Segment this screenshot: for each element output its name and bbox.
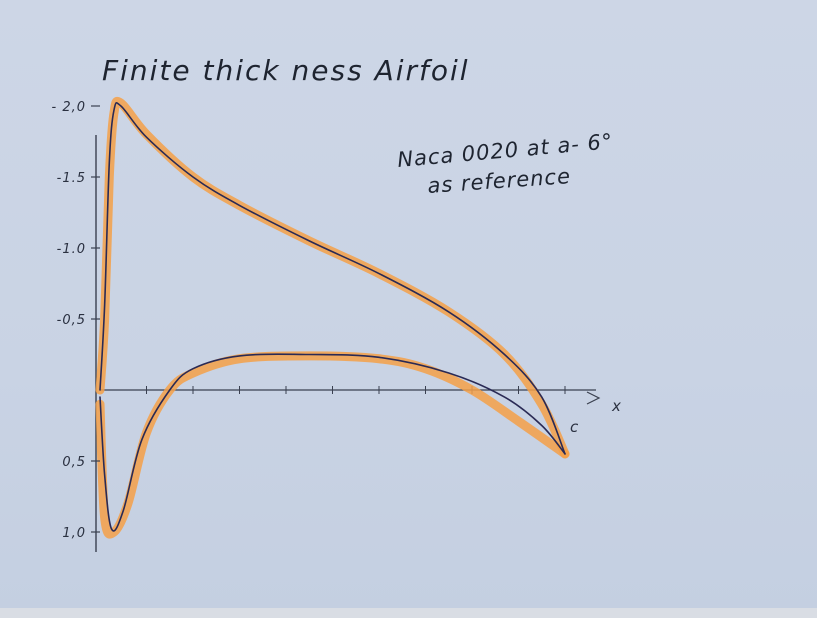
x-axis-label: x xyxy=(611,397,621,415)
chart-title: Finite thick ness Airfoil xyxy=(102,54,470,87)
airfoil-curve xyxy=(99,353,566,532)
y-tick-label: -0,5 xyxy=(57,313,86,328)
chord-end-label: c xyxy=(570,418,579,436)
y-tick-label: 0,5 xyxy=(62,455,86,470)
x-axis-arrowhead xyxy=(586,391,601,405)
airfoil-curve xyxy=(99,102,566,455)
y-tick-label: - 2,0 xyxy=(52,100,87,115)
series-layer xyxy=(95,96,570,539)
y-tick-label: 1,0 xyxy=(62,526,86,541)
axes xyxy=(95,135,601,552)
highlight-curve xyxy=(95,351,570,539)
annotation-line-1: Naca 0020 at a- 6° xyxy=(396,129,614,172)
y-tick-label: -1.0 xyxy=(57,242,86,257)
y-tick-label: -1.5 xyxy=(57,171,86,186)
annotation-line-2: as reference xyxy=(427,164,572,198)
tick-layer: - 2,0 -1.5 -1.0 -0,5 0,5 1,0 xyxy=(52,100,100,541)
page-edge xyxy=(0,608,817,618)
